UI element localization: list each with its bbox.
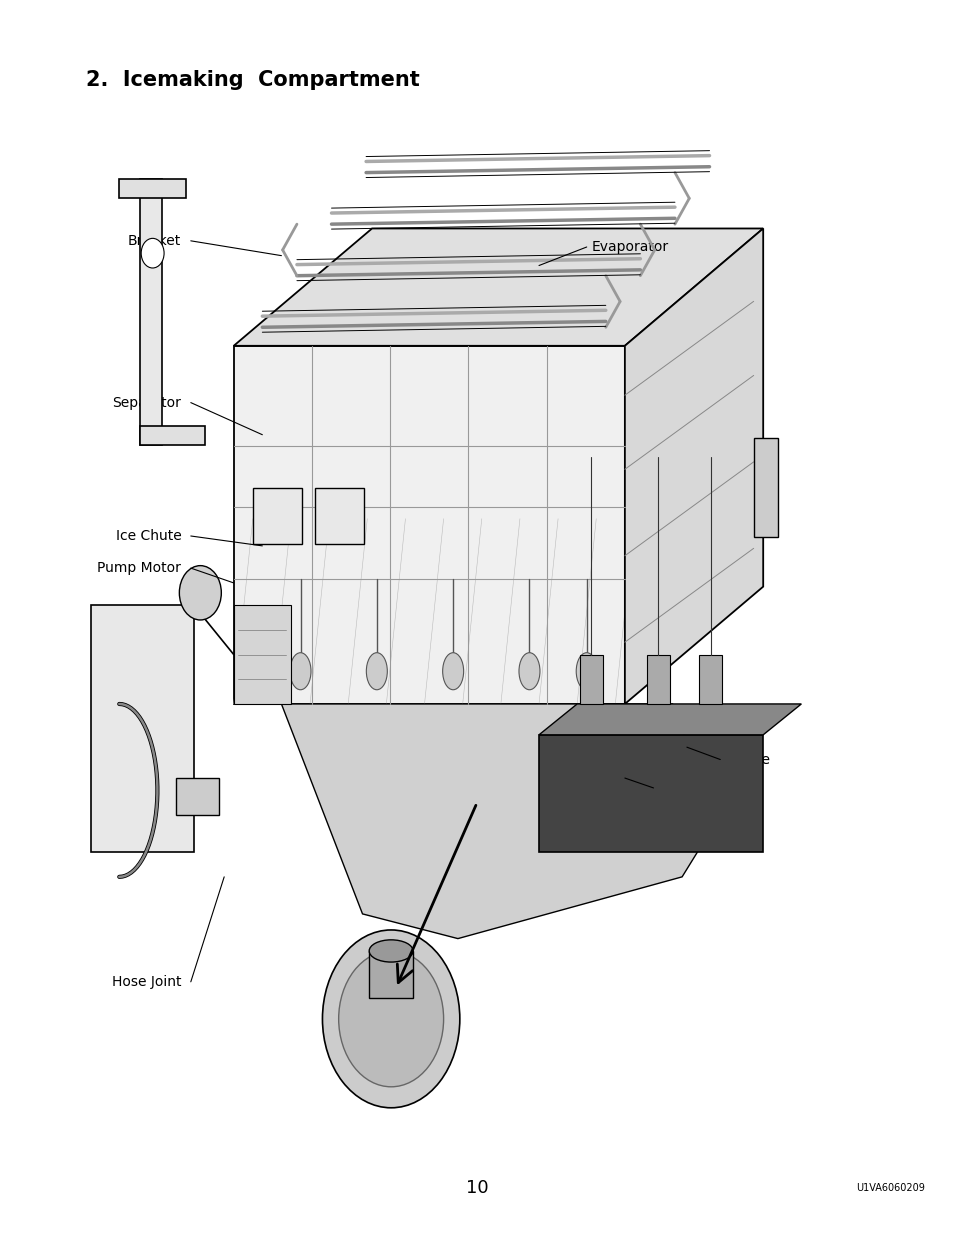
Text: U1VA6060209: U1VA6060209 — [856, 1183, 924, 1193]
Polygon shape — [624, 228, 762, 704]
FancyBboxPatch shape — [753, 438, 777, 537]
Ellipse shape — [576, 653, 597, 689]
Ellipse shape — [442, 653, 463, 689]
Polygon shape — [579, 655, 602, 704]
Text: 2.  Icemaking  Compartment: 2. Icemaking Compartment — [86, 70, 419, 90]
Text: Hose Joint: Hose Joint — [112, 974, 181, 989]
Polygon shape — [646, 655, 669, 704]
Polygon shape — [119, 179, 186, 198]
Text: 10: 10 — [465, 1179, 488, 1197]
Text: Bracket: Bracket — [128, 233, 181, 248]
Polygon shape — [281, 704, 720, 939]
Polygon shape — [699, 655, 721, 704]
Circle shape — [141, 238, 164, 268]
Ellipse shape — [518, 653, 539, 689]
FancyBboxPatch shape — [91, 605, 193, 852]
Polygon shape — [538, 704, 801, 735]
Text: Nozzle: Nozzle — [724, 752, 770, 767]
Polygon shape — [140, 179, 162, 445]
Polygon shape — [538, 735, 762, 852]
Circle shape — [338, 951, 443, 1087]
Polygon shape — [233, 346, 624, 704]
Circle shape — [322, 930, 459, 1108]
Text: Pump Motor: Pump Motor — [97, 561, 181, 576]
Polygon shape — [369, 951, 413, 998]
Polygon shape — [140, 426, 205, 445]
Text: Separator: Separator — [112, 395, 181, 410]
Ellipse shape — [369, 940, 413, 962]
Text: Ice Chute: Ice Chute — [115, 529, 181, 543]
Ellipse shape — [366, 653, 387, 689]
Bar — [253, 489, 302, 543]
Bar — [176, 778, 219, 815]
Bar — [233, 605, 291, 704]
Bar — [314, 489, 364, 543]
Polygon shape — [233, 228, 762, 346]
Ellipse shape — [290, 653, 311, 689]
Text: Evaporator: Evaporator — [591, 240, 668, 254]
Text: Water Tank: Water Tank — [658, 781, 735, 795]
Circle shape — [179, 566, 221, 620]
